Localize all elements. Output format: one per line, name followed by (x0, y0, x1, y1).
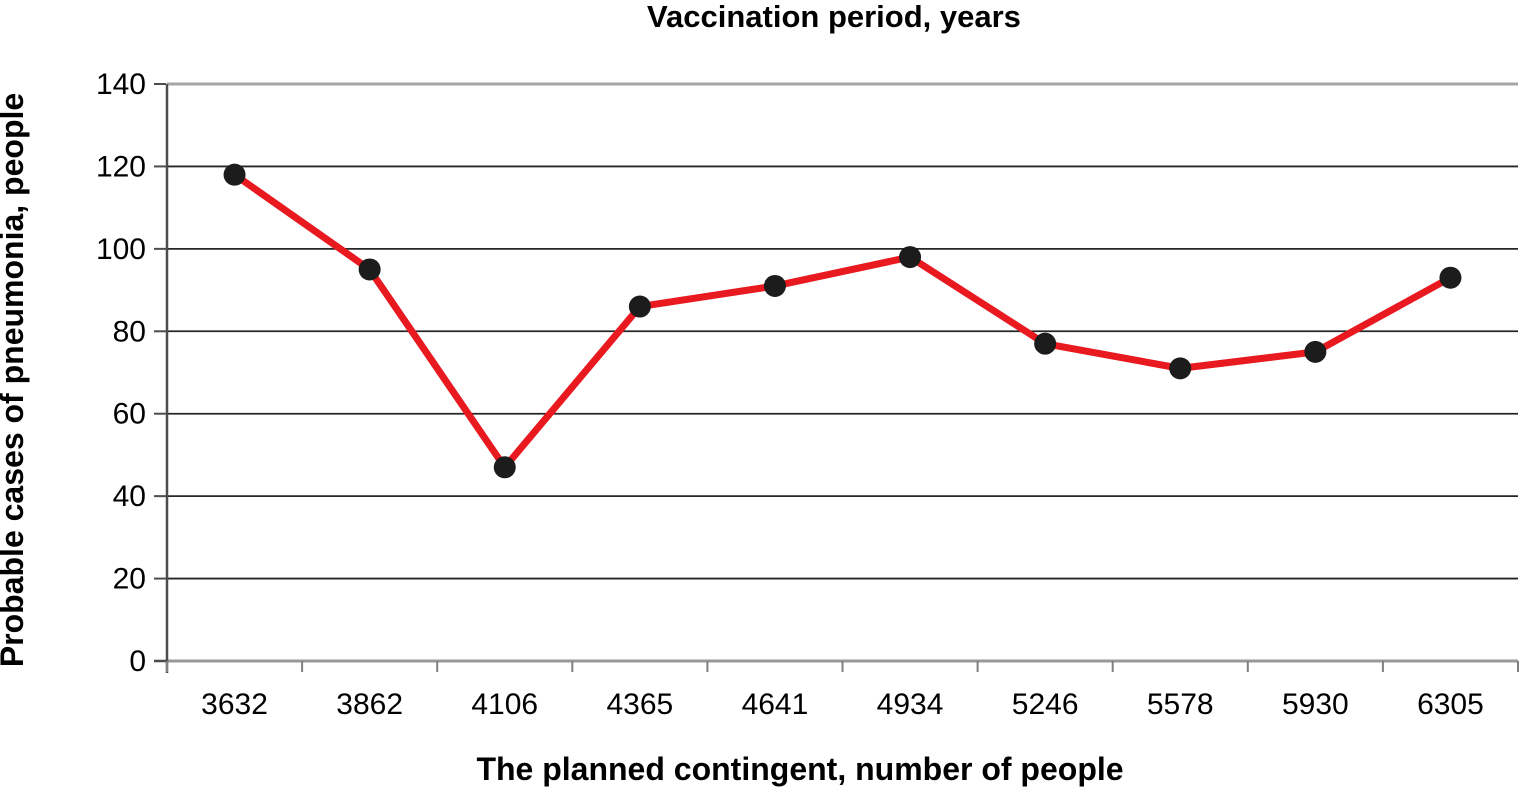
x-tick-label: 4934 (877, 688, 944, 721)
data-point-marker (223, 163, 246, 186)
y-axis-title: Probable cases of pneumonia, people (0, 93, 30, 667)
y-tick-label: 20 (113, 563, 146, 596)
data-point-marker (899, 246, 922, 269)
y-tick-label: 0 (129, 645, 146, 678)
grid-layer (154, 82, 1519, 673)
data-point-marker (763, 274, 786, 297)
data-point-marker (493, 456, 516, 479)
series-layer (223, 163, 1462, 479)
data-point-marker (1439, 266, 1462, 289)
data-point-marker (358, 258, 381, 281)
x-tick-label: 3632 (201, 688, 268, 721)
tick-label-layer: 0 20 40 60 80 100 120 140 3632 3862 4106 4365 4641 49… (96, 68, 1484, 721)
y-tick-label: 120 (96, 150, 146, 183)
y-tick-label: 40 (113, 480, 146, 513)
data-point-marker (1304, 340, 1327, 363)
x-axis-title: The planned contingent, number of people (476, 751, 1123, 787)
x-tick-label: 6305 (1417, 688, 1484, 721)
x-tick-label: 3862 (336, 688, 403, 721)
x-tick-label: 5578 (1147, 688, 1214, 721)
y-tick-label: 60 (113, 398, 146, 431)
data-point-marker (1034, 332, 1057, 355)
x-tick-label: 4106 (471, 688, 538, 721)
y-tick-label: 140 (96, 68, 146, 101)
y-tick-label: 80 (113, 315, 146, 348)
chart-title: Vaccination period, years (647, 0, 1021, 34)
data-point-marker (628, 295, 651, 318)
x-tick-label: 4365 (606, 688, 673, 721)
x-tick-label: 5246 (1012, 688, 1079, 721)
y-tick-label: 100 (96, 233, 146, 266)
x-tick-label: 5930 (1282, 688, 1349, 721)
data-point-marker (1169, 357, 1192, 380)
x-tick-label: 4641 (742, 688, 809, 721)
series-line (231, 171, 1454, 471)
